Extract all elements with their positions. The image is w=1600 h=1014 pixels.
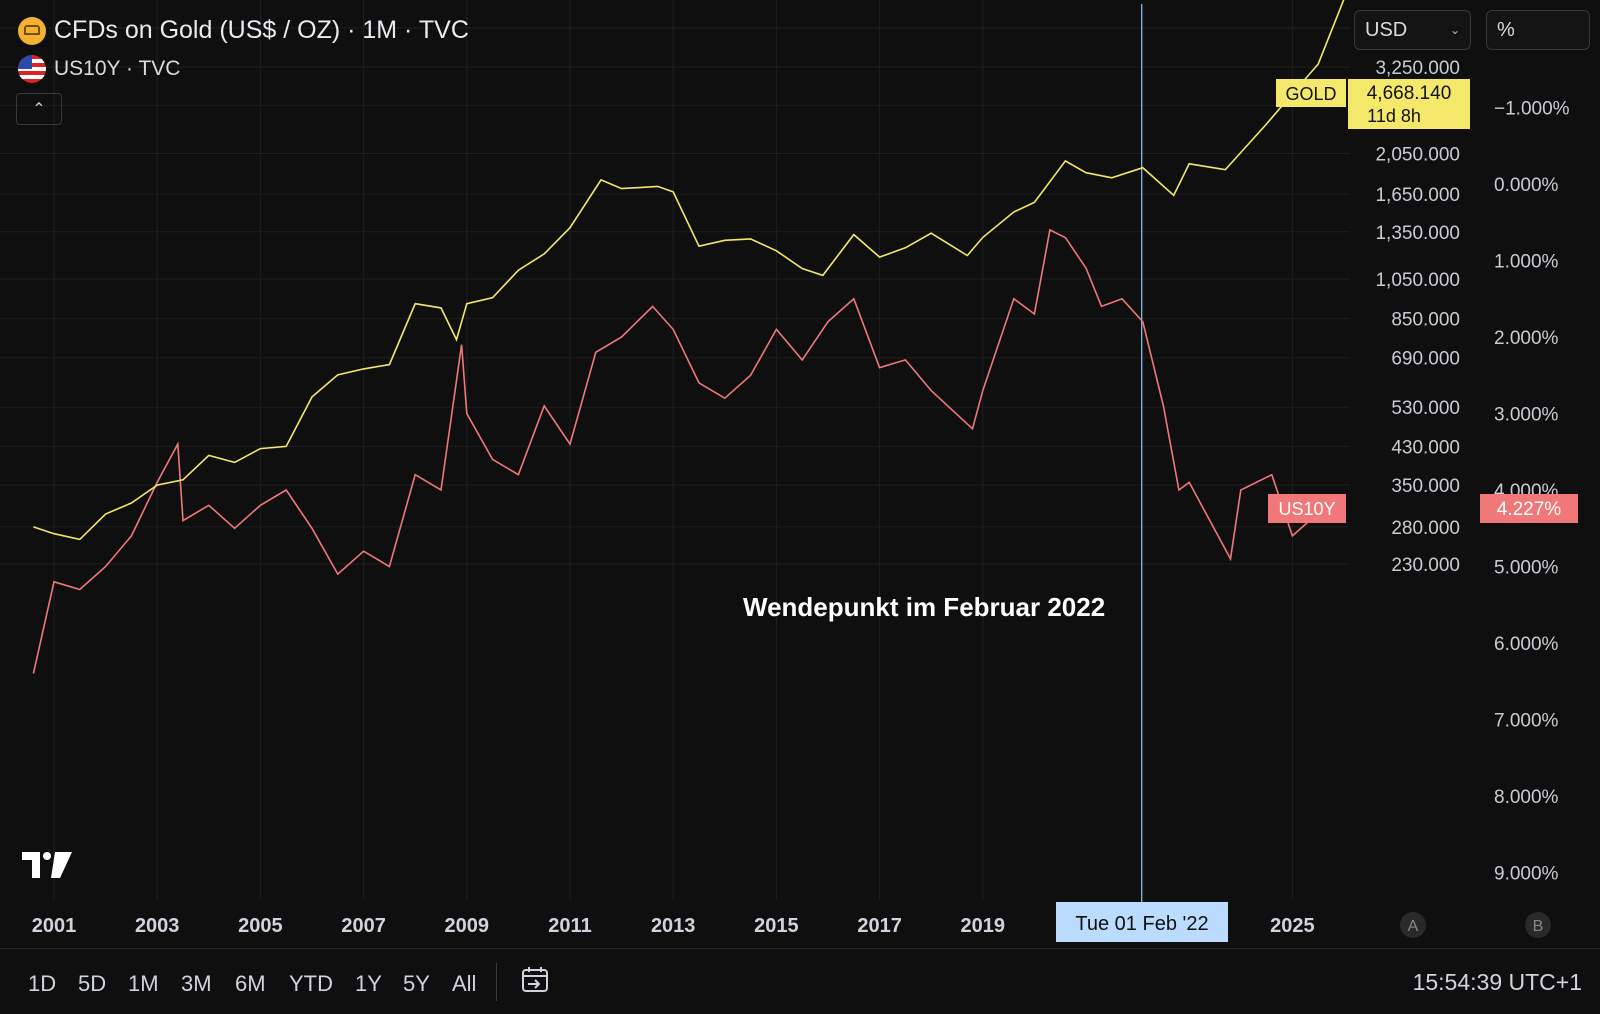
svg-text:Tue 01 Feb '22: Tue 01 Feb '22 [1075,913,1208,935]
x-tick-label: 2015 [754,915,799,937]
us10y-series-line [32,228,1345,674]
percent-tick-label: 3.000% [1494,405,1559,426]
percent-tick-label: 7.000% [1494,711,1559,732]
percent-axis: −1.000%0.000%1.000%2.000%3.000%4.000%5.0… [1494,99,1570,885]
price-tick-label: 850.000 [1391,310,1460,331]
percent-tick-label: 6.000% [1494,634,1559,655]
price-tick-label: 690.000 [1391,349,1460,370]
price-tick-label: 280.000 [1391,518,1460,539]
scale-select[interactable]: % [1486,10,1590,50]
x-tick-label: 2025 [1270,915,1315,937]
gold-series-line [33,0,1345,541]
timeframe-button-6m[interactable]: 6M [235,971,266,996]
percent-tick-label: 8.000% [1494,787,1559,808]
main-symbol-legend[interactable]: CFDs on Gold (US$ / OZ) · 1M · TVC [18,16,469,45]
price-tick-label: 1,350.000 [1375,223,1460,244]
gold-price-label: GOLD 4,668.140 11d 8h [1276,79,1470,129]
percent-tick-label: 9.000% [1494,864,1559,885]
x-tick-label: 2013 [651,915,696,937]
percent-tick-label: 2.000% [1494,328,1559,349]
percent-tick-label: 0.000% [1494,175,1559,196]
timeframe-button-all[interactable]: All [452,971,477,996]
price-tick-label: 530.000 [1391,398,1460,419]
x-tick-label: 2019 [961,915,1006,937]
scale-value: % [1497,18,1515,41]
price-tick-label: 350.000 [1391,476,1460,497]
chevron-down-icon: ⌄ [1449,23,1460,37]
percent-tick-label: −1.000% [1494,99,1570,120]
timeframe-button-5y[interactable]: 5Y [403,971,430,996]
us10y-series-name: US10Y [1278,499,1335,519]
price-tick-label: 1,650.000 [1375,185,1460,206]
compare-symbol-title: US10Y · TVC [54,57,181,80]
timeframe-button-1m[interactable]: 1M [128,971,159,996]
timeframe-button-3m[interactable]: 3M [181,971,212,996]
currency-value: USD [1365,18,1408,41]
percent-tick-label: 5.000% [1494,558,1559,579]
x-tick-label: 2001 [32,915,77,937]
price-tick-label: 1,050.000 [1375,270,1460,291]
bottom-toolbar: 1D 5D 1M 3M 6M YTD 1Y 5Y All 15:54:39 UTC+1 [0,948,1600,1014]
x-tick-label: 2017 [857,915,902,937]
x-axis: 2001 2003 2005 2007 2009 2011 2013 2015 2017 2019… [32,915,1315,937]
chart-area[interactable]: 2001 2003 2005 2007 2009 2011 2013 2015 2017 2019… [0,0,1600,948]
price-tick-label: 430.000 [1391,437,1460,458]
crosshair-date-label: Tue 01 Feb '22 [1056,902,1228,942]
x-tick-label: 2009 [445,915,490,937]
us10y-last-value: 4.227% [1497,499,1562,520]
us10y-label: US10Y 4.227% [1268,494,1578,523]
svg-text:A: A [1408,918,1419,935]
x-tick-label: 2005 [238,915,283,937]
price-tick-label: 3,250.000 [1375,58,1460,79]
timeframe-button-ytd[interactable]: YTD [289,971,333,996]
x-tick-label: 2011 [548,915,591,937]
collapse-legend-button[interactable]: ⌃ [16,93,62,125]
us-flag-icon [18,55,46,83]
gold-series-name: GOLD [1285,84,1336,104]
go-to-date-icon[interactable] [520,965,550,995]
time-readout[interactable]: 15:54:39 UTC+1 [1412,969,1582,995]
timeframe-button-5d[interactable]: 5D [78,971,107,996]
axis-mode-b-button[interactable]: B [1525,912,1551,938]
gold-countdown: 11d 8h [1367,106,1421,126]
chart-annotation: Wendepunkt im Februar 2022 [743,592,1106,622]
grid-lines [0,0,1350,900]
tradingview-logo-icon [22,852,72,878]
price-tick-label: 2,050.000 [1375,144,1460,165]
price-tick-label: 230.000 [1391,555,1460,576]
compare-symbol-legend[interactable]: US10Y · TVC [18,55,180,83]
timeframe-button-1d[interactable]: 1D [28,971,57,996]
currency-select[interactable]: USD ⌄ [1354,10,1471,50]
axis-mode-a-button[interactable]: A [1400,912,1426,938]
gold-last-value: 4,668.140 [1367,83,1452,104]
svg-text:B: B [1533,918,1544,935]
timeframe-button-1y[interactable]: 1Y [355,971,382,996]
gold-coin-icon [18,16,46,45]
toolbar-divider [496,963,497,1001]
main-symbol-title: CFDs on Gold (US$ / OZ) · 1M · TVC [54,16,469,44]
percent-tick-label: 1.000% [1494,252,1559,273]
x-tick-label: 2007 [341,915,386,937]
chevron-up-icon: ⌃ [32,101,46,118]
x-tick-label: 2003 [135,915,180,937]
